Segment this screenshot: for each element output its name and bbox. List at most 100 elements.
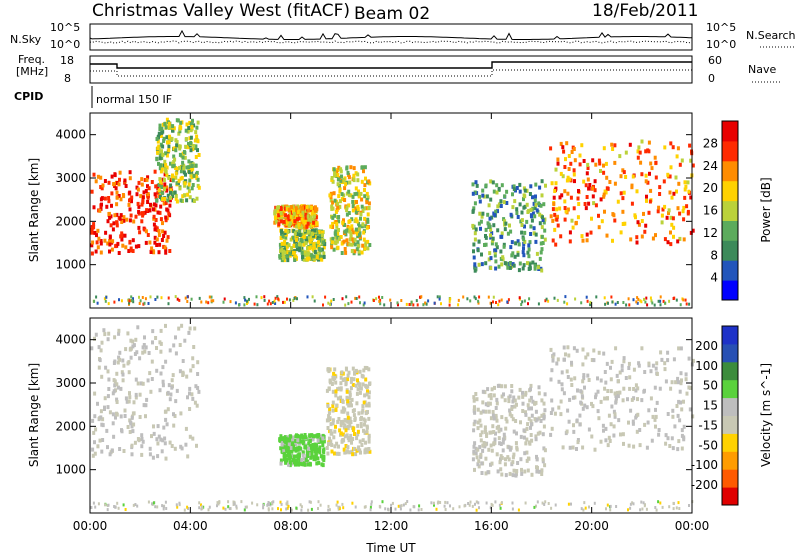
scatter-cell xyxy=(282,438,286,443)
scatter-cell xyxy=(137,438,141,443)
scatter-cell xyxy=(279,211,283,216)
scatter-cell xyxy=(186,129,190,134)
scatter-cell xyxy=(285,242,289,247)
ground-scatter-cell xyxy=(688,302,691,306)
scatter-cell xyxy=(115,400,119,404)
ground-scatter-cell xyxy=(233,502,236,506)
scatter-cell xyxy=(354,217,358,222)
ground-scatter-cell xyxy=(128,299,131,303)
scatter-cell xyxy=(508,394,512,399)
scatter-cell xyxy=(194,384,198,389)
scatter-cell xyxy=(492,441,496,446)
ground-scatter-cell xyxy=(307,508,310,512)
scatter-cell xyxy=(590,401,593,406)
scatter-cell xyxy=(168,397,172,402)
scatter-cell xyxy=(474,451,478,456)
scatter-cell xyxy=(366,212,370,217)
scatter-cell xyxy=(542,202,546,207)
scatter-cell xyxy=(649,188,653,193)
scatter-cell xyxy=(119,197,123,202)
scatter-cell xyxy=(551,358,555,363)
scatter-cell xyxy=(353,418,357,422)
ground-scatter-cell xyxy=(659,303,662,307)
scatter-cell xyxy=(92,430,96,435)
power-colorbar-label: Power [dB] xyxy=(759,177,773,242)
ground-scatter-cell xyxy=(463,504,466,508)
scatter-cell xyxy=(124,184,128,188)
scatter-cell xyxy=(523,188,527,193)
scatter-cell xyxy=(499,249,503,254)
scatter-cell xyxy=(351,230,355,235)
scatter-cell xyxy=(333,373,337,378)
freq-tick-bottom: 8 xyxy=(64,72,71,85)
scatter-cell xyxy=(190,175,194,180)
scatter-cell xyxy=(119,234,123,239)
time-axis-label: Time UT xyxy=(365,541,416,554)
scatter-cell xyxy=(352,241,356,245)
scatter-cell xyxy=(503,398,507,403)
colorbar-tick-label: 100 xyxy=(695,359,718,373)
scatter-cell xyxy=(549,377,553,382)
scatter-cell xyxy=(313,449,317,453)
scatter-cell xyxy=(158,152,162,157)
scatter-cell xyxy=(678,162,682,167)
ground-scatter-cell xyxy=(186,300,189,303)
scatter-cell xyxy=(135,192,139,197)
scatter-cell xyxy=(349,193,353,198)
scatter-cell xyxy=(332,167,336,172)
scatter-cell xyxy=(158,210,162,215)
scatter-cell xyxy=(610,404,614,409)
scatter-cell xyxy=(336,182,340,187)
ground-scatter-cell xyxy=(245,505,248,509)
scatter-cell xyxy=(496,469,500,474)
scatter-cell xyxy=(509,245,513,250)
scatter-cell xyxy=(635,429,639,434)
scatter-cell xyxy=(531,206,535,211)
scatter-cell xyxy=(128,218,132,223)
scatter-cell xyxy=(339,381,343,386)
scatter-cell xyxy=(364,377,368,382)
scatter-cell xyxy=(512,184,516,189)
ground-scatter-cell xyxy=(436,295,439,299)
scatter-cell xyxy=(557,379,561,384)
scatter-cell xyxy=(573,376,577,381)
scatter-cell xyxy=(131,238,135,243)
scatter-cell xyxy=(618,390,622,395)
scatter-cell xyxy=(154,195,158,200)
scatter-cell xyxy=(529,387,532,392)
ground-scatter-cell xyxy=(471,504,474,508)
scatter-cell xyxy=(596,376,599,381)
scatter-cell xyxy=(486,212,490,217)
nsky-tick-bottom: 10^0 xyxy=(50,38,80,51)
scatter-cell xyxy=(666,358,670,363)
scatter-cell xyxy=(367,395,371,400)
station-title: Christmas Valley West (fitACF) xyxy=(92,1,350,21)
ground-scatter-cell xyxy=(332,298,335,301)
scatter-cell xyxy=(304,209,308,214)
ground-scatter-cell xyxy=(313,299,316,303)
ground-scatter-cell xyxy=(653,303,656,307)
ground-scatter-cell xyxy=(256,303,259,307)
ground-scatter-cell xyxy=(489,506,492,510)
scatter-cell xyxy=(367,403,371,408)
scatter-cell xyxy=(297,445,301,450)
scatter-cell xyxy=(153,240,157,245)
scatter-cell xyxy=(563,165,567,169)
ground-scatter-cell xyxy=(164,500,167,504)
ground-scatter-cell xyxy=(228,507,231,510)
scatter-cell xyxy=(329,439,333,444)
ground-scatter-cell xyxy=(405,302,408,306)
scatter-cell xyxy=(488,401,492,406)
scatter-cell xyxy=(658,192,662,196)
scatter-cell xyxy=(365,429,369,434)
ground-scatter-cell xyxy=(615,505,618,508)
scatter-cell xyxy=(317,460,321,465)
scatter-cell xyxy=(551,238,555,243)
ground-scatter-cell xyxy=(439,501,442,504)
scatter-cell xyxy=(190,121,194,126)
nsky-label: N.Sky xyxy=(10,33,42,46)
scatter-cell xyxy=(492,223,496,228)
scatter-cell xyxy=(365,425,369,430)
scatter-cell xyxy=(561,174,565,179)
scatter-cell xyxy=(339,235,343,239)
